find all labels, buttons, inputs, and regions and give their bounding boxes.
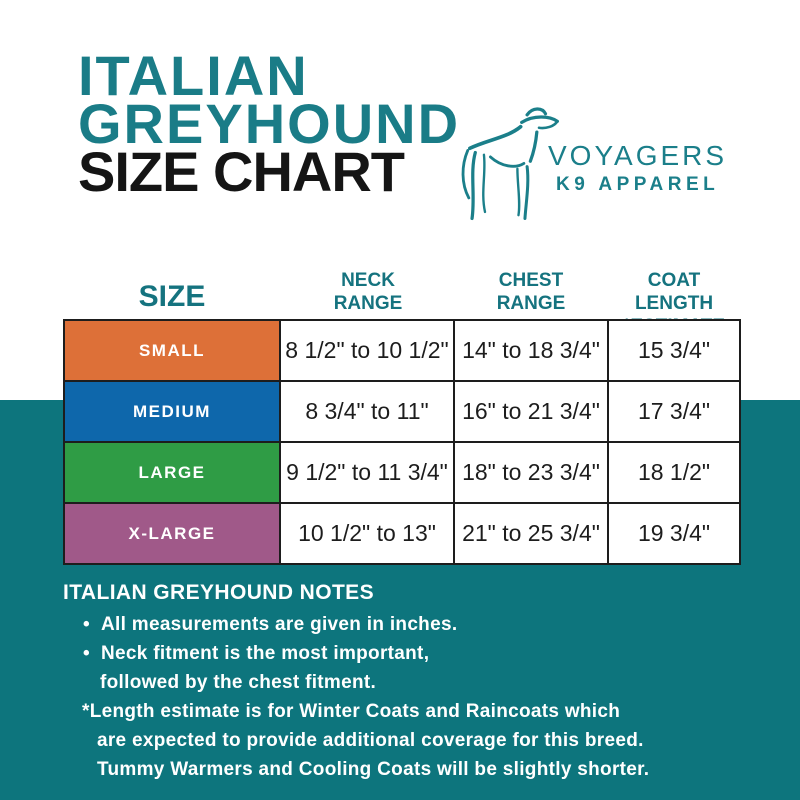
size-cell-medium: MEDIUM: [65, 382, 279, 441]
notes-section: ITALIAN GREYHOUND NOTES • All measurement…: [63, 578, 763, 784]
neck-cell-small: 8 1/2" to 10 1/2": [281, 321, 453, 380]
title-line-size-chart: SIZE CHART: [78, 140, 405, 203]
neck-cell-medium: 8 3/4" to 11": [281, 382, 453, 441]
note-line-chest-fitment: followed by the chest fitment.: [63, 668, 763, 697]
column-header-neck-range: NECK RANGE: [281, 269, 455, 315]
note-text: All measurements are given in inches.: [101, 614, 458, 635]
coat-cell-small: 15 3/4": [609, 321, 739, 380]
column-header-coat-line1: COAT LENGTH: [634, 270, 714, 314]
chest-cell-small: 14" to 18 3/4": [455, 321, 607, 380]
title-line-breed-2: GREYHOUND: [78, 92, 461, 155]
bullet-icon: •: [83, 643, 90, 664]
note-line-length-estimate: *Length estimate is for Winter Coats and…: [63, 697, 763, 726]
chest-cell-medium: 16" to 21 3/4": [455, 382, 607, 441]
note-text: are expected to provide additional cover…: [97, 730, 644, 751]
chest-cell-large: 18" to 23 3/4": [455, 443, 607, 502]
voyagers-logo: VOYAGERS K9 APPAREL: [458, 104, 748, 226]
size-cell-small: SMALL: [65, 321, 279, 380]
chest-cell-xlarge: 21" to 25 3/4": [455, 504, 607, 563]
note-line-coverage: are expected to provide additional cover…: [63, 726, 763, 755]
neck-cell-large: 9 1/2" to 11 3/4": [281, 443, 453, 502]
coat-cell-large: 18 1/2": [609, 443, 739, 502]
brand-name: VOYAGERS: [548, 140, 728, 171]
coat-cell-medium: 17 3/4": [609, 382, 739, 441]
coat-cell-xlarge: 19 3/4": [609, 504, 739, 563]
column-header-neck-line2: RANGE: [333, 293, 403, 314]
notes-heading: ITALIAN GREYHOUND NOTES: [63, 581, 374, 604]
brand-sub-name: K9 APPAREL: [556, 174, 720, 195]
note-line-shorter: Tummy Warmers and Cooling Coats will be …: [63, 755, 763, 784]
note-text: Tummy Warmers and Cooling Coats will be …: [97, 759, 650, 780]
note-text: *Length estimate is for Winter Coats and…: [82, 701, 621, 722]
size-chart-table: SMALL 8 1/2" to 10 1/2" 14" to 18 3/4" 1…: [63, 319, 741, 565]
title-line-breed-1: ITALIAN: [78, 44, 309, 107]
size-cell-xlarge: X-LARGE: [65, 504, 279, 563]
column-header-chest-range: CHEST RANGE: [455, 269, 607, 315]
note-text: Neck fitment is the most important,: [101, 643, 430, 664]
greyhound-line-art-icon: [461, 107, 559, 221]
bullet-icon: •: [83, 614, 90, 635]
column-header-chest-line2: RANGE: [496, 293, 566, 314]
column-header-chest-line1: CHEST: [498, 270, 564, 291]
neck-cell-xlarge: 10 1/2" to 13": [281, 504, 453, 563]
column-header-size-label: SIZE: [138, 280, 206, 313]
note-text: followed by the chest fitment.: [100, 672, 377, 693]
column-header-neck-line1: NECK: [341, 270, 395, 291]
page-title: ITALIAN GREYHOUND SIZE CHART: [78, 44, 461, 203]
note-line-neck-fitment: • Neck fitment is the most important,: [63, 639, 763, 668]
note-line-measurements: • All measurements are given in inches.: [63, 610, 763, 639]
size-cell-large: LARGE: [65, 443, 279, 502]
column-header-size: SIZE: [63, 281, 281, 313]
